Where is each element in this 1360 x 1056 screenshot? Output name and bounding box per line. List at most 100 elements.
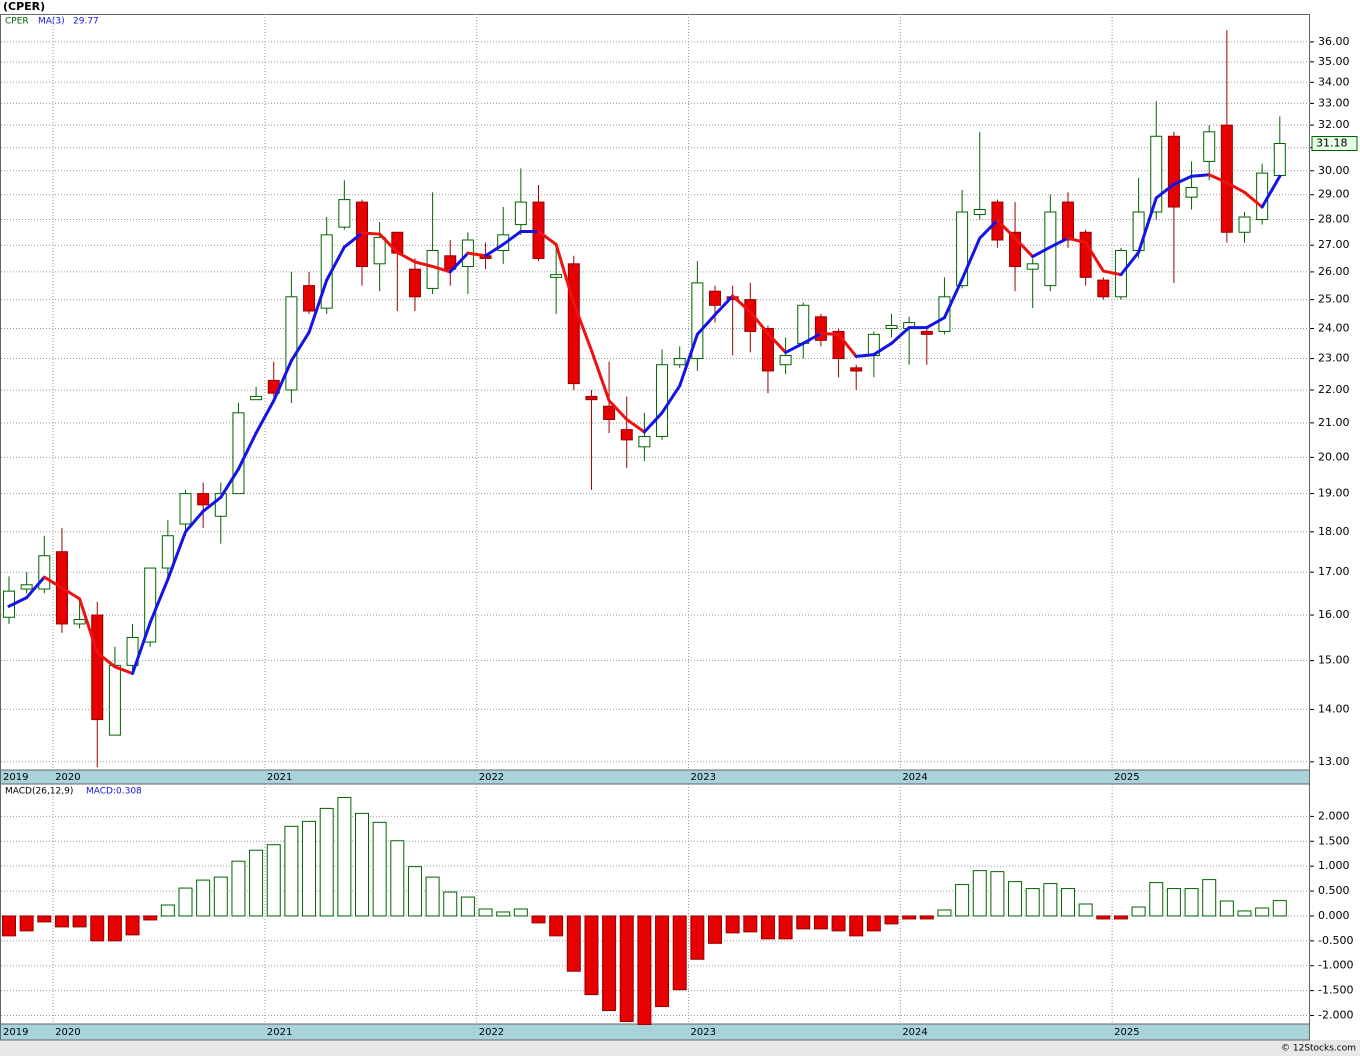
ma-segment	[307, 278, 329, 334]
ma-segment	[113, 665, 135, 675]
macd-bar	[90, 915, 105, 942]
y-tick-label: 28.00	[1318, 213, 1350, 226]
ma-segment	[1119, 250, 1141, 277]
macd-bar	[866, 915, 881, 932]
candle-body	[179, 493, 192, 525]
x-tick-label: 2021	[267, 772, 292, 783]
y-tick-label: -0.500	[1318, 934, 1353, 947]
ma-segment	[995, 218, 1017, 240]
y-tick-label: 19.00	[1318, 487, 1350, 500]
y-tick-label: -1.500	[1318, 984, 1353, 997]
candle-body	[1097, 279, 1110, 298]
candle-body	[303, 285, 316, 312]
candle-body	[850, 367, 863, 372]
macd-bar	[937, 909, 952, 917]
candle-body	[197, 493, 210, 506]
y-tick-label: -2.000	[1318, 1009, 1353, 1022]
candle-body	[744, 299, 757, 332]
y-tick-label: 35.00	[1318, 55, 1350, 68]
ma-segment	[201, 495, 223, 513]
macd-bar	[955, 884, 970, 917]
candle-body	[832, 330, 845, 360]
candle-body	[1238, 216, 1251, 233]
candle-body	[338, 199, 351, 228]
y-tick-label: 14.00	[1318, 702, 1350, 715]
ma-segment	[572, 301, 593, 352]
ma-segment	[801, 332, 823, 345]
candle-body	[761, 327, 774, 372]
macd-bar	[849, 915, 864, 937]
candle-body	[1009, 231, 1022, 267]
candle-body	[214, 493, 227, 517]
macd-bar	[531, 915, 546, 924]
macd-bar	[584, 915, 599, 996]
candle-body	[514, 201, 527, 226]
candle-body	[567, 263, 580, 385]
ma-segment	[131, 621, 152, 675]
y-tick-label: 1.500	[1318, 834, 1350, 847]
macd-bar	[1078, 903, 1093, 917]
ma-segment	[925, 316, 946, 330]
ma-segment	[236, 431, 258, 471]
ma-segment	[1225, 181, 1246, 194]
ma-segment	[378, 232, 399, 254]
macd-bar	[884, 915, 899, 925]
candle-body	[232, 412, 245, 495]
candle-body	[920, 330, 933, 335]
y-tick-label: 29.00	[1318, 188, 1350, 201]
candle-body	[1256, 172, 1269, 221]
y-tick-label: 17.00	[1318, 565, 1350, 578]
macd-bar	[1237, 910, 1252, 917]
x-tick-label: 2019	[3, 1027, 28, 1038]
ma-segment	[95, 651, 117, 669]
x-tick-label: 2024	[902, 772, 927, 783]
y-tick-label: 23.00	[1318, 352, 1350, 365]
y-tick-label: 2.000	[1318, 809, 1350, 822]
candle-body	[797, 304, 810, 344]
candle-body	[1273, 143, 1286, 176]
x-tick-label: 2020	[55, 1027, 80, 1038]
ma-segment	[554, 242, 576, 305]
ma-segment	[219, 467, 240, 499]
x-tick-label: 2023	[691, 772, 716, 783]
macd-bar	[478, 908, 493, 917]
x-tick-label: 2023	[691, 1027, 716, 1038]
x-tick-label: 2022	[479, 772, 504, 783]
macd-bar	[690, 915, 705, 960]
legend-macd-value: MACD:0.308	[86, 787, 142, 797]
legend-macd: MACD(26,12,9)	[5, 787, 73, 797]
ma-segment	[731, 294, 752, 314]
y-tick-label: 0.500	[1318, 884, 1350, 897]
macd-bar	[2, 915, 16, 937]
macd-bar	[778, 915, 793, 940]
footer: © 12Stocks.com	[1281, 1044, 1356, 1054]
macd-bar	[919, 915, 934, 920]
y-tick-label: 34.00	[1318, 75, 1350, 88]
macd-bar	[672, 915, 687, 991]
macd-bar	[1255, 907, 1270, 917]
candle-body	[144, 567, 157, 643]
ma-segment	[748, 310, 770, 336]
date-band	[0, 1023, 1310, 1041]
macd-bar	[1096, 915, 1111, 920]
y-tick-label: 0.000	[1318, 909, 1350, 922]
ma-segment	[1066, 236, 1088, 245]
macd-bar	[19, 915, 34, 932]
ma-segment	[872, 341, 893, 357]
ma-segment	[784, 341, 805, 354]
candle-body	[620, 429, 633, 441]
candle-body	[550, 274, 563, 278]
macd-bar	[266, 844, 281, 917]
macd-bar	[619, 915, 634, 1023]
macd-bar	[390, 840, 405, 917]
macd-bar	[1166, 888, 1181, 917]
candle-body	[126, 636, 139, 666]
footer-band	[0, 1040, 1360, 1056]
y-tick-label: 13.00	[1318, 755, 1350, 768]
legend-symbol: CPER	[5, 17, 29, 27]
macd-bar	[1113, 915, 1128, 920]
x-tick-label: 2019	[3, 772, 28, 783]
legend-ma-value: 29.77	[73, 17, 99, 27]
macd-bar	[37, 915, 52, 923]
macd-bar	[637, 915, 652, 1025]
